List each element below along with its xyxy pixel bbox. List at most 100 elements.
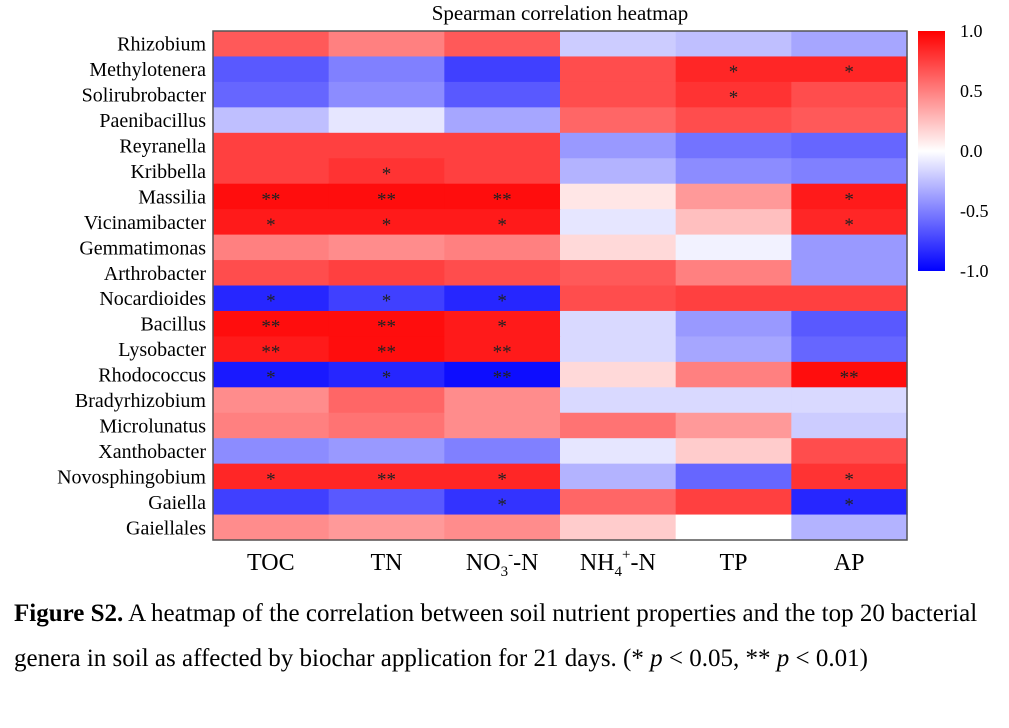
- heatmap-cell: [675, 183, 792, 210]
- heatmap-cell: [213, 260, 330, 287]
- significance-marker: **: [840, 368, 859, 389]
- colorbar-tick-label: 0.0: [960, 141, 983, 161]
- heatmap-cell: [675, 489, 792, 516]
- heatmap-cell: [444, 489, 561, 516]
- significance-marker: *: [497, 469, 507, 490]
- heatmap-cell: [213, 31, 330, 58]
- significance-marker: *: [497, 317, 507, 338]
- heatmap-cell: [560, 107, 677, 134]
- colorbar-ticks: 1.0 0.5 0.0 -0.5 -1.0: [960, 21, 989, 281]
- significance-marker: **: [377, 342, 396, 363]
- heatmap-cell: [328, 31, 445, 58]
- heatmap-cell: [444, 361, 561, 388]
- heatmap-cell: [560, 336, 677, 363]
- heatmap-cell: [791, 56, 908, 83]
- row-label: Arthrobacter: [104, 263, 207, 285]
- caption-text-1: A heatmap of the correlation between soi…: [14, 600, 978, 672]
- significance-marker: *: [266, 291, 276, 312]
- significance-marker: *: [382, 215, 392, 236]
- heatmap-cell: [791, 387, 908, 414]
- row-label: Lysobacter: [118, 339, 206, 361]
- heatmap-cell: [560, 412, 677, 439]
- heatmap-cell: [560, 463, 677, 490]
- significance-marker: *: [266, 469, 276, 490]
- heatmap-cell: [444, 183, 561, 210]
- heatmap-cell: [213, 412, 330, 439]
- heatmap-cell: [560, 260, 677, 287]
- heatmap-cell: [444, 412, 561, 439]
- heatmap-cell: [213, 387, 330, 414]
- heatmap-cell: [444, 132, 561, 159]
- significance-markers: * ***** ** ** ** * * ** * *** ** *** ** *** * ** *** ** * *…: [261, 62, 858, 516]
- heatmap-cell: [675, 463, 792, 490]
- significance-marker: *: [497, 291, 507, 312]
- heatmap-cell: [560, 438, 677, 465]
- heatmap-cell: [328, 209, 445, 236]
- significance-marker: *: [844, 215, 854, 236]
- caption-text-3: < 0.01): [789, 644, 868, 672]
- chart-title: Spearman correlation heatmap: [432, 1, 689, 25]
- row-label: Novosphingobium: [57, 466, 206, 488]
- heatmap-cell: [791, 514, 908, 541]
- column-label: AP: [834, 550, 865, 576]
- heatmap-chart: Spearman correlation heatmap * ***** ** ** *…: [57, 1, 989, 580]
- heatmap-cell: [444, 81, 561, 108]
- heatmap-cell: [328, 234, 445, 261]
- heatmap-cell: [444, 514, 561, 541]
- row-label: Kribbella: [130, 161, 206, 183]
- row-label: Reyranella: [119, 136, 206, 158]
- heatmap-cell: [791, 463, 908, 490]
- heatmap-cell: [791, 107, 908, 134]
- row-label: Rhodococcus: [98, 365, 206, 387]
- row-label: Methylotenera: [89, 59, 206, 81]
- significance-marker: *: [382, 164, 392, 185]
- heatmap-cell: [213, 438, 330, 465]
- heatmap-cell: [791, 183, 908, 210]
- heatmap-cell: [791, 285, 908, 312]
- significance-marker: *: [497, 495, 507, 516]
- heatmap-cell: [675, 387, 792, 414]
- heatmap-cell: [328, 183, 445, 210]
- significance-marker: *: [497, 215, 507, 236]
- heatmap-cell: [328, 463, 445, 490]
- heatmap-cell: [791, 438, 908, 465]
- heatmap-cell: [213, 336, 330, 363]
- heatmap-cell: [791, 489, 908, 516]
- heatmap-cell: [560, 81, 677, 108]
- column-label: TP: [719, 550, 747, 576]
- heatmap-cell: [213, 107, 330, 134]
- heatmap-cell: [328, 132, 445, 159]
- heatmap-cell: [675, 260, 792, 287]
- significance-marker: *: [382, 291, 392, 312]
- heatmap-cell: [675, 438, 792, 465]
- heatmap-cell: [213, 132, 330, 159]
- heatmap-cell: [791, 234, 908, 261]
- heatmap-cell: [328, 107, 445, 134]
- heatmap-cell: [560, 209, 677, 236]
- heatmap-cell: [213, 209, 330, 236]
- significance-marker: **: [493, 189, 512, 210]
- heatmap-cell: [560, 31, 677, 58]
- caption-p-1: p: [650, 644, 663, 672]
- heatmap-cell: [328, 489, 445, 516]
- heatmap-cell: [675, 107, 792, 134]
- significance-marker: **: [493, 342, 512, 363]
- heatmap-cell: [213, 361, 330, 388]
- heatmap-cells: [213, 31, 908, 541]
- heatmap-cell: [675, 234, 792, 261]
- heatmap-cell: [560, 361, 677, 388]
- heatmap-cell: [791, 81, 908, 108]
- colorbar-tick-label: -1.0: [960, 261, 989, 281]
- row-label: Solirubrobacter: [82, 85, 207, 107]
- heatmap-cell: [328, 56, 445, 83]
- heatmap-cell: [328, 260, 445, 287]
- column-labels: TOC TN NO3--N NH4+-N TP AP: [247, 547, 864, 580]
- row-label: Microlunatus: [99, 415, 206, 437]
- caption-text-2: < 0.05, **: [662, 644, 777, 672]
- heatmap-cell: [213, 463, 330, 490]
- heatmap-cell: [444, 463, 561, 490]
- heatmap-cell: [675, 209, 792, 236]
- significance-marker: **: [377, 189, 396, 210]
- heatmap-cell: [444, 260, 561, 287]
- heatmap-cell: [791, 310, 908, 337]
